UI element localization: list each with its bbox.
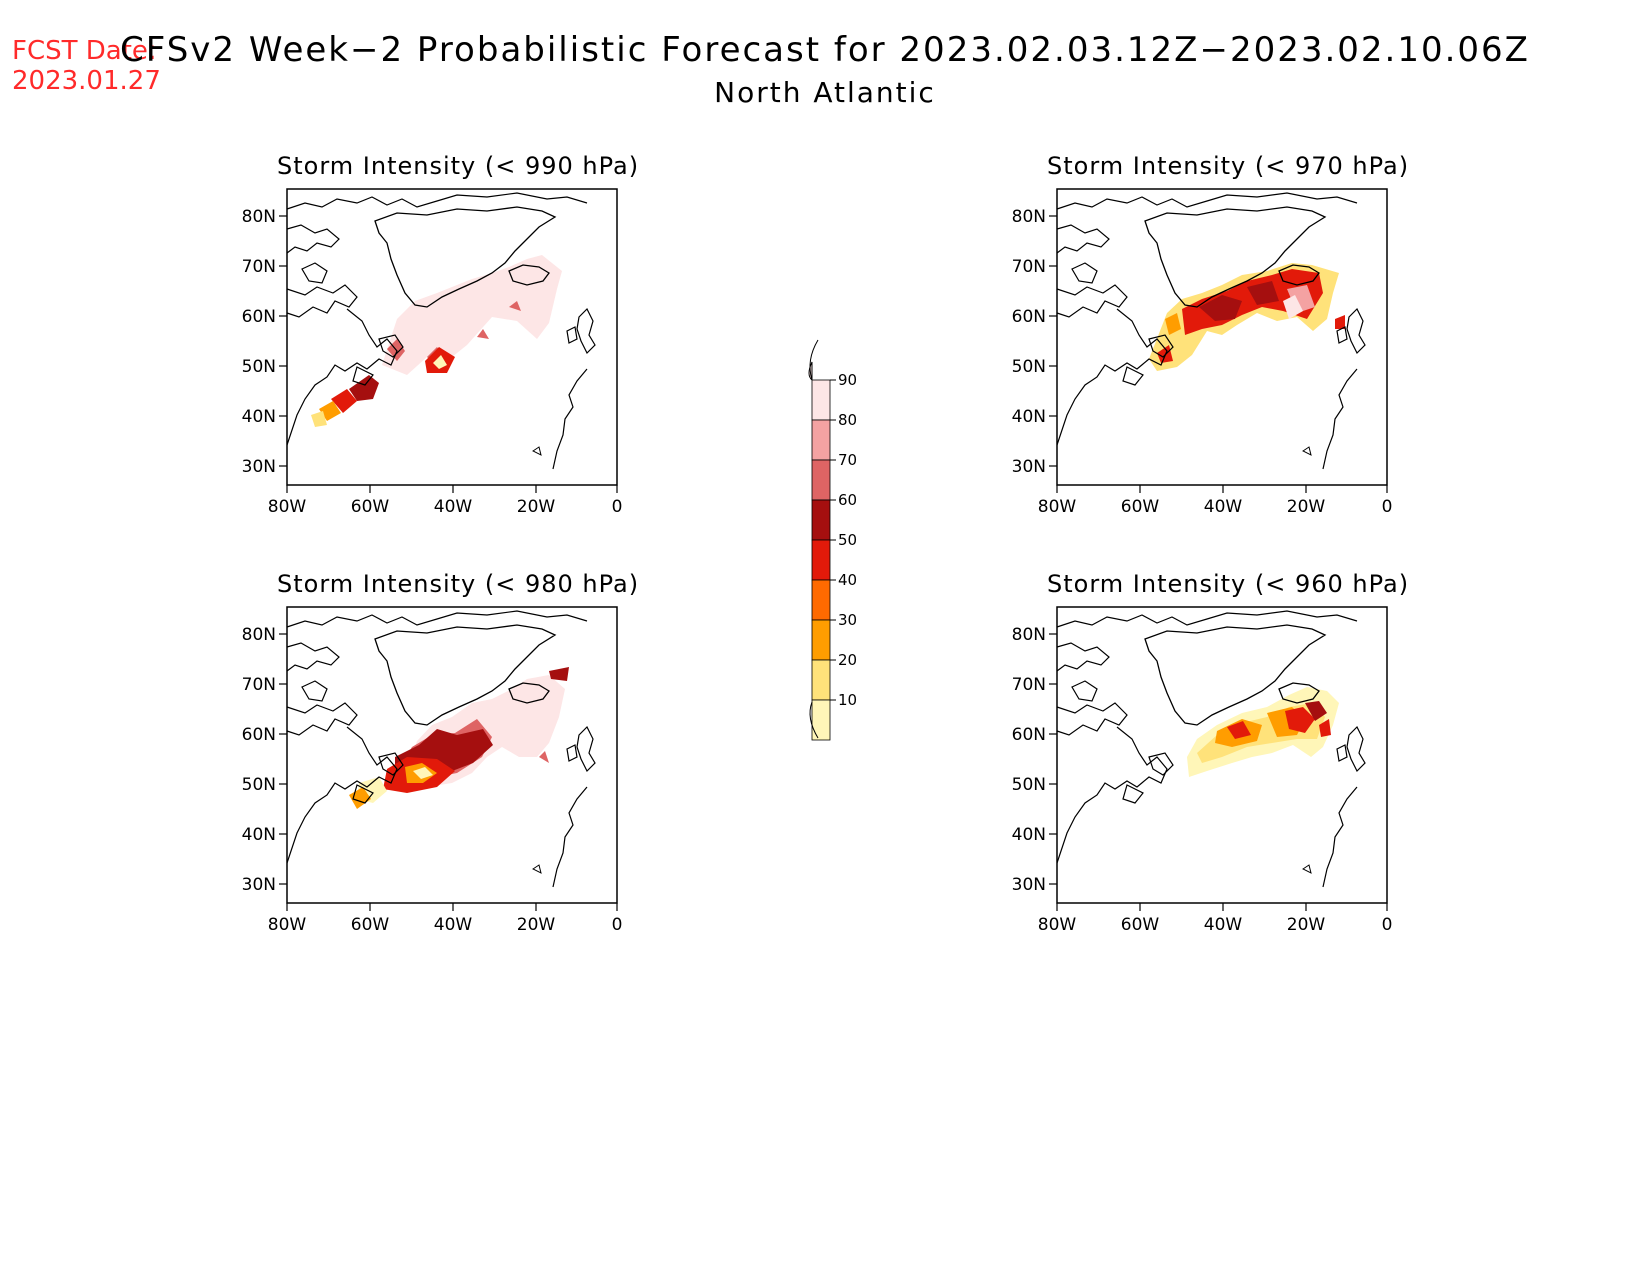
lat-axis-990: 80N 70N 60N 50N 40N 30N [242, 207, 287, 477]
lon-tick-label: 80W [1038, 497, 1077, 517]
colorbar-swatch [811, 579, 831, 621]
forecast-date-value: 2023.01.27 [12, 66, 161, 96]
colorbar-swatch [811, 699, 831, 741]
lat-axis-960: 80N 70N 60N 50N 40N 30N [1012, 625, 1057, 895]
lat-tick-label: 70N [242, 257, 276, 277]
lat-tick-label: 50N [1012, 775, 1046, 795]
lat-axis-970: 80N 70N 60N 50N 40N 30N [1012, 207, 1057, 477]
lat-tick-label: 40N [1012, 825, 1046, 845]
colorbar-swatch [811, 499, 831, 541]
colorbar-label: 90 [838, 371, 857, 389]
forecast-date-label: FCST Date: [12, 36, 157, 66]
lon-tick-label: 80W [268, 915, 307, 935]
lat-tick-label: 70N [1012, 257, 1046, 277]
probability-shading-980 [349, 667, 569, 809]
lon-axis-960: 80W 60W 40W 20W 0 [1038, 903, 1393, 935]
lon-tick-label: 0 [1382, 915, 1393, 935]
forecast-date-block: FCST Date: 2023.01.27 [12, 36, 161, 96]
panel-title-990: Storm Intensity (< 990 hPa) [277, 152, 640, 180]
lon-tick-label: 40W [434, 497, 473, 517]
lon-tick-label: 60W [1121, 915, 1160, 935]
lat-tick-label: 30N [1012, 875, 1046, 895]
lon-tick-label: 0 [1382, 497, 1393, 517]
lon-tick-label: 20W [517, 497, 556, 517]
lat-tick-label: 80N [242, 625, 276, 645]
lat-tick-label: 50N [242, 357, 276, 377]
lon-tick-label: 60W [351, 497, 390, 517]
colorbar-swatch [811, 539, 831, 581]
colorbar-label: 60 [838, 491, 857, 509]
colorbar-swatch [811, 419, 831, 461]
map-panel-960 [1056, 606, 1388, 904]
lon-tick-label: 60W [1121, 497, 1160, 517]
colorbar-label: 50 [838, 531, 857, 549]
colorbar: 90 80 70 60 50 40 30 20 10 [808, 339, 857, 741]
axis-labels: 80N 70N 60N 50N 40N 30N 80W 60W 40W 20W … [242, 207, 1393, 935]
colorbar-label: 20 [838, 651, 857, 669]
lon-tick-label: 60W [351, 915, 390, 935]
page-subtitle: North Atlantic [714, 76, 936, 109]
colorbar-swatch [811, 459, 831, 501]
lon-tick-label: 40W [434, 915, 473, 935]
map-panel-980 [286, 606, 618, 904]
probability-shading-970 [1149, 263, 1345, 371]
lat-tick-label: 80N [1012, 625, 1046, 645]
panel-title-980: Storm Intensity (< 980 hPa) [277, 570, 640, 598]
lon-axis-970: 80W 60W 40W 20W 0 [1038, 485, 1393, 517]
lat-tick-label: 80N [242, 207, 276, 227]
lon-tick-label: 20W [1287, 497, 1326, 517]
colorbar-swatch [811, 379, 831, 421]
colorbar-swatch [811, 619, 831, 661]
colorbar-label: 40 [838, 571, 857, 589]
map-panel-990 [286, 188, 618, 486]
lat-tick-label: 60N [1012, 725, 1046, 745]
colorbar-swatches [811, 379, 831, 741]
lon-tick-label: 20W [517, 915, 556, 935]
lon-tick-label: 80W [1038, 915, 1077, 935]
map-panel-970 [1056, 188, 1388, 486]
probability-shading-990 [311, 255, 562, 427]
lat-tick-label: 30N [242, 457, 276, 477]
colorbar-swatch [811, 659, 831, 701]
colorbar-label: 70 [838, 451, 857, 469]
lat-tick-label: 40N [1012, 407, 1046, 427]
panel-title-960: Storm Intensity (< 960 hPa) [1047, 570, 1410, 598]
lat-tick-label: 50N [1012, 357, 1046, 377]
lat-tick-label: 50N [242, 775, 276, 795]
lat-tick-label: 60N [1012, 307, 1046, 327]
lat-tick-label: 60N [242, 725, 276, 745]
lat-tick-label: 60N [242, 307, 276, 327]
lat-axis-980: 80N 70N 60N 50N 40N 30N [242, 625, 287, 895]
colorbar-label: 10 [838, 691, 857, 709]
lon-tick-label: 0 [612, 915, 623, 935]
lon-tick-label: 40W [1204, 497, 1243, 517]
colorbar-label: 30 [838, 611, 857, 629]
page-title: CFSv2 Week−2 Probabilistic Forecast for … [120, 30, 1530, 70]
lon-axis-990: 80W 60W 40W 20W 0 [268, 485, 623, 517]
colorbar-label: 80 [838, 411, 857, 429]
lon-tick-label: 0 [612, 497, 623, 517]
lon-tick-label: 40W [1204, 915, 1243, 935]
lon-axis-980: 80W 60W 40W 20W 0 [268, 903, 623, 935]
probability-shading-960 [1187, 687, 1339, 777]
lat-tick-label: 40N [242, 407, 276, 427]
lat-tick-label: 40N [242, 825, 276, 845]
lat-tick-label: 70N [242, 675, 276, 695]
lat-tick-label: 80N [1012, 207, 1046, 227]
lat-tick-label: 70N [1012, 675, 1046, 695]
lon-tick-label: 20W [1287, 915, 1326, 935]
panel-title-970: Storm Intensity (< 970 hPa) [1047, 152, 1410, 180]
lat-tick-label: 30N [1012, 457, 1046, 477]
lat-tick-label: 30N [242, 875, 276, 895]
lon-tick-label: 80W [268, 497, 307, 517]
colorbar-labels: 90 80 70 60 50 40 30 20 10 [830, 371, 857, 709]
